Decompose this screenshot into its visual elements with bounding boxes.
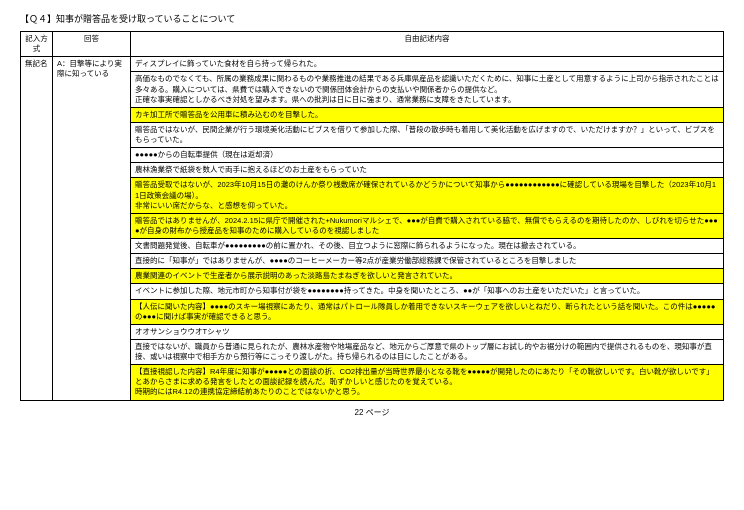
content-cell: オオサンショウウオTシャツ xyxy=(131,324,724,339)
content-table: 記入方式 回答 自由記述内容 無記名A：目撃等により実際に知っているディスプレイ… xyxy=(20,31,724,401)
content-cell: 直接的に「知事が」ではありませんが、●●●●のコーヒーメーカー等2点が産業労働部… xyxy=(131,254,724,269)
content-cell: 贈答品ではないが、民間企業が行う環境美化活動にビブスを借りて参加した際、「普段の… xyxy=(131,122,724,147)
content-cell: 文書問題発覚後、自転車が●●●●●●●●●の前に置かれ、その後、目立つように窓際… xyxy=(131,239,724,254)
answer-cell: A：目撃等により実際に知っている xyxy=(53,57,131,400)
header-content: 自由記述内容 xyxy=(131,32,724,57)
table-row: 無記名A：目撃等により実際に知っているディスプレイに飾っていた食材を自ら持って帰… xyxy=(21,57,724,72)
page-number: 22 ページ xyxy=(20,407,724,418)
content-cell: 農林漁業祭で紙袋を数人で両手に抱えるほどのお土産をもらっていた xyxy=(131,163,724,178)
table-body: 無記名A：目撃等により実際に知っているディスプレイに飾っていた食材を自ら持って帰… xyxy=(21,57,724,400)
content-cell: ●●●●●からの自転車提供（現在は返却済） xyxy=(131,148,724,163)
content-cell: 【人伝に聞いた内容】●●●●のスキー場視察にあたり、通常はパトロール隊員しか着用… xyxy=(131,299,724,324)
page-title: 【Ｑ４】知事が贈答品を受け取っていることについて xyxy=(20,12,724,25)
content-cell: ディスプレイに飾っていた食材を自ら持って帰られた。 xyxy=(131,57,724,72)
content-cell: 贈答品ではありませんが、2024.2.15に県庁で開催された+Nukumoriマ… xyxy=(131,213,724,238)
header-method: 記入方式 xyxy=(21,32,53,57)
header-answer: 回答 xyxy=(53,32,131,57)
content-cell: 【直接視認した内容】R4年度に知事が●●●●●との面談の折、CO2排出量が当時世… xyxy=(131,365,724,400)
content-cell: 高価なものでなくても、所属の業務成果に関わるものや業務推進の結果である兵庫県産品… xyxy=(131,72,724,107)
content-cell: 直接ではないが、職員から普通に見られたが、農林水産物や地場産品など、地元からご厚… xyxy=(131,339,724,364)
content-cell: カキ加工所で贈答品を公用車に積み込むのを目撃した。 xyxy=(131,107,724,122)
content-cell: 農業関連のイベントで生産者から展示説明のあった淡路島たまねぎを欲しいと発言されて… xyxy=(131,269,724,284)
header-row: 記入方式 回答 自由記述内容 xyxy=(21,32,724,57)
content-cell: イベントに参加した際、地元市町から知事付が袋を●●●●●●●●持ってきた。中身を… xyxy=(131,284,724,299)
content-cell: 贈答品受取ではないが、2023年10月15日の灘のけんか祭り桟敷席が確保されてい… xyxy=(131,178,724,213)
method-cell: 無記名 xyxy=(21,57,53,400)
